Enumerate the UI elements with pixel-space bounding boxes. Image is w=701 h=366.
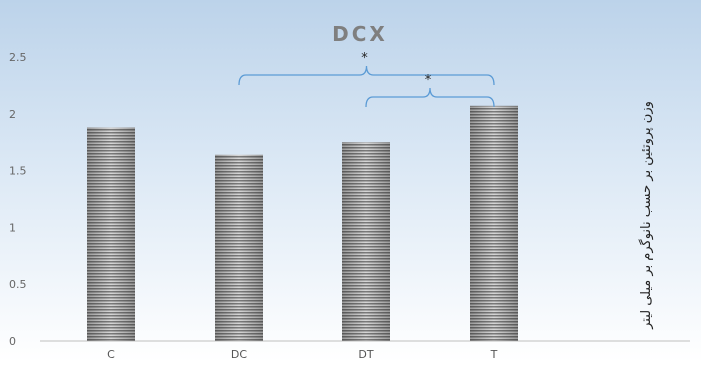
- bar-t: [470, 105, 518, 342]
- significance-star: *: [361, 51, 368, 66]
- bar-c: [87, 127, 135, 341]
- y-tick-label: 2.5: [9, 51, 27, 64]
- significance-annotations: **: [238, 51, 495, 108]
- y-tick-label: 2: [9, 108, 16, 121]
- y-tick-label: 0.5: [9, 278, 27, 291]
- bar-dt: [342, 142, 390, 341]
- y-tick-label: 0: [9, 335, 16, 348]
- x-tick-label: DC: [231, 348, 247, 361]
- bar-dc: [215, 154, 263, 341]
- significance-brace: [365, 87, 495, 108]
- significance-brace: [238, 65, 495, 86]
- x-tick-label: C: [107, 348, 115, 361]
- y-axis-label: وزن پروتئین بر حسب نانوگرم بر میلی لیتر: [638, 101, 654, 330]
- bars: [87, 105, 518, 342]
- bar-shade: [87, 127, 135, 341]
- x-axis-categories: C DC DT T: [107, 348, 497, 361]
- significance-star: *: [425, 73, 432, 88]
- y-tick-label: 1: [9, 221, 16, 234]
- bar-shade: [215, 154, 263, 341]
- y-tick-label: 1.5: [9, 165, 27, 178]
- x-tick-label: DT: [358, 348, 373, 361]
- bar-shade: [342, 142, 390, 341]
- chart-title: DCX: [332, 22, 388, 46]
- x-tick-label: T: [490, 348, 498, 361]
- bar-shade: [470, 105, 518, 342]
- y-axis-ticks: 0 0.5 1 1.5 2 2.5: [9, 51, 27, 348]
